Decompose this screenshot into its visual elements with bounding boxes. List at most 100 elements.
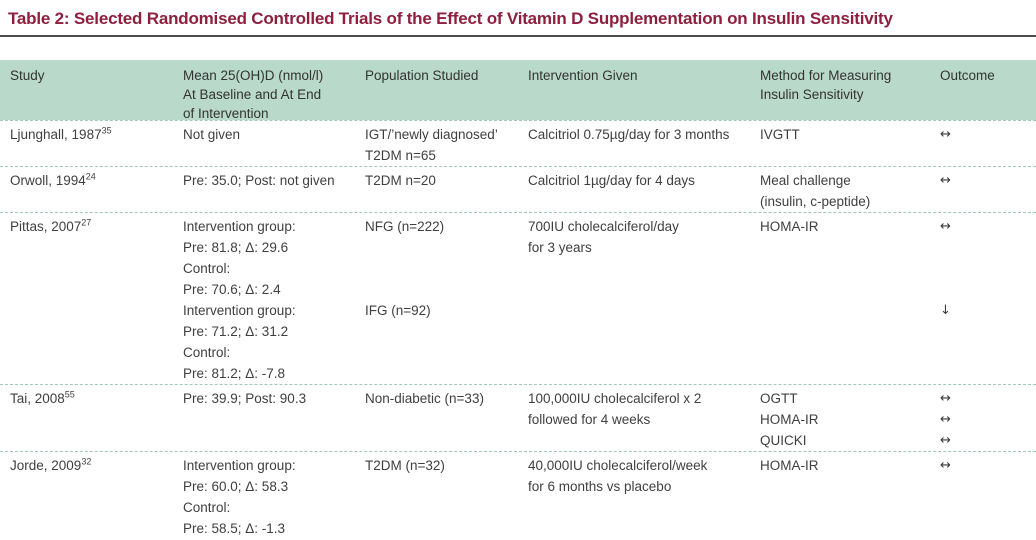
no-change-arrow-icon: ↔ xyxy=(940,433,951,448)
text-line: of Intervention xyxy=(183,106,269,121)
text-line: Control: xyxy=(183,261,231,276)
title-rule xyxy=(0,35,1036,37)
cell-study: Ljunghall, 198735 xyxy=(10,124,183,166)
reference-superscript: 24 xyxy=(85,171,96,182)
table-body: Ljunghall, 198735 Not given IGT/’newly dia… xyxy=(0,120,1036,539)
text-line: for 3 years xyxy=(528,240,592,255)
reference-superscript: 35 xyxy=(101,125,112,136)
cell-intervention: Calcitriol 0.75µg/day for 3 months xyxy=(528,124,760,166)
no-change-arrow-icon: ↔ xyxy=(940,173,951,188)
study-label: Orwoll, 199424 xyxy=(10,171,96,188)
text-line: Study xyxy=(10,68,45,83)
cell-mean: Intervention group: Pre: 81.8; Δ: 29.6 Con… xyxy=(183,216,365,384)
header-cell-population: Population Studied xyxy=(365,66,528,120)
cell-method: OGTT HOMA-IR QUICKI xyxy=(760,388,933,451)
cell-outcome: ↔ xyxy=(933,455,1036,539)
text-line: Calcitriol 1µg/day for 4 days xyxy=(528,173,695,188)
text-line: IGT/’newly diagnosed’ xyxy=(365,127,498,142)
text-line: Pre: 81.2; Δ: -7.8 xyxy=(183,366,286,381)
text-line xyxy=(365,258,518,279)
no-change-arrow-icon: ↔ xyxy=(940,219,951,234)
study-label: Pittas, 200727 xyxy=(10,217,92,234)
header-cell-intervention: Intervention Given xyxy=(528,66,760,120)
text-line: HOMA-IR xyxy=(760,458,819,473)
no-change-arrow-icon: ↔ xyxy=(940,391,951,406)
text-line xyxy=(365,237,518,258)
text-line: Pre: 39.9; Post: 90.3 xyxy=(183,391,307,406)
text-line: T2DM n=20 xyxy=(365,173,436,188)
cell-method: HOMA-IR xyxy=(760,216,933,384)
cell-mean: Not given xyxy=(183,124,365,166)
text-line: Calcitriol 0.75µg/day for 3 months xyxy=(528,127,730,142)
text-line: Intervention group: xyxy=(183,303,296,318)
study-label: Jorde, 200932 xyxy=(10,456,92,473)
text-line: Pre: 58.5; Δ: -1.3 xyxy=(183,521,286,536)
text-line: Not given xyxy=(183,127,241,142)
study-label: Ljunghall, 198735 xyxy=(10,125,112,142)
text-line: IFG (n=92) xyxy=(365,303,431,318)
study-label: Tai, 200855 xyxy=(10,389,75,406)
table-figure: Table 2: Selected Randomised Controlled … xyxy=(0,9,1036,539)
text-line: QUICKI xyxy=(760,433,807,448)
text-line: 40,000IU cholecalciferol/week xyxy=(528,458,708,473)
cell-intervention: 100,000IU cholecalciferol x 2 followed fo… xyxy=(528,388,760,451)
text-line: IVGTT xyxy=(760,127,800,142)
text-line: Pre: 71.2; Δ: 31.2 xyxy=(183,324,289,339)
text-line: Meal challenge xyxy=(760,173,851,188)
text-line: followed for 4 weeks xyxy=(528,412,651,427)
text-line: Outcome xyxy=(940,68,995,83)
cell-study: Jorde, 200932 xyxy=(10,455,183,539)
text-line: 100,000IU cholecalciferol x 2 xyxy=(528,391,702,406)
header-cell-outcome: Outcome xyxy=(933,66,1036,120)
text-line: OGTT xyxy=(760,391,798,406)
cell-mean: Pre: 35.0; Post: not given xyxy=(183,170,365,212)
text-line: (insulin, c-peptide) xyxy=(760,194,871,209)
text-line: Pre: 35.0; Post: not given xyxy=(183,173,335,188)
text-line: NFG (n=222) xyxy=(365,219,445,234)
cell-method: IVGTT xyxy=(760,124,933,166)
table-row: Ljunghall, 198735 Not given IGT/’newly dia… xyxy=(0,120,1036,166)
text-line xyxy=(365,279,518,300)
no-change-arrow-icon: ↔ xyxy=(940,458,951,473)
text-line: Control: xyxy=(183,345,231,360)
text-line: Pre: 60.0; Δ: 58.3 xyxy=(183,479,289,494)
cell-method: HOMA-IR xyxy=(760,455,933,539)
text-line xyxy=(940,279,1026,300)
text-line: Non-diabetic (n=33) xyxy=(365,391,484,406)
cell-mean: Pre: 39.9; Post: 90.3 xyxy=(183,388,365,451)
cell-outcome: ↔ ↔ ↔ xyxy=(933,388,1036,451)
text-line: Intervention group: xyxy=(183,219,296,234)
text-line: Intervention group: xyxy=(183,458,296,473)
text-line: Insulin Sensitivity xyxy=(760,87,864,102)
cell-study: Pittas, 200727 xyxy=(10,216,183,384)
cell-intervention: Calcitriol 1µg/day for 4 days xyxy=(528,170,760,212)
table-title: Table 2: Selected Randomised Controlled … xyxy=(8,9,893,28)
text-line: Pre: 70.6; Δ: 2.4 xyxy=(183,282,281,297)
header-cell-mean: Mean 25(OH)D (nmol/l) At Baseline and At … xyxy=(183,66,365,121)
text-line: At Baseline and At End xyxy=(183,87,322,102)
text-line: Control: xyxy=(183,500,231,515)
reference-superscript: 55 xyxy=(64,389,75,400)
cell-intervention: 40,000IU cholecalciferol/week for 6 month… xyxy=(528,455,760,539)
text-line: 700IU cholecalciferol/day xyxy=(528,219,679,234)
text-line: for 6 months vs placebo xyxy=(528,479,672,494)
table-header-row: Study Mean 25(OH)D (nmol/l) At Baseline an… xyxy=(0,60,1036,121)
text-line: Population Studied xyxy=(365,68,479,83)
header-cell-study: Study xyxy=(10,66,183,120)
cell-study: Tai, 200855 xyxy=(10,388,183,451)
cell-outcome: ↔ xyxy=(933,124,1036,166)
data-table: Study Mean 25(OH)D (nmol/l) At Baseline an… xyxy=(0,60,1036,539)
table-row: Orwoll, 199424 Pre: 35.0; Post: not given… xyxy=(0,166,1036,212)
text-line: T2DM (n=32) xyxy=(365,458,445,473)
table-row: Jorde, 200932 Intervention group: Pre: 60.… xyxy=(0,451,1036,539)
cell-population: Non-diabetic (n=33) xyxy=(365,388,528,451)
text-line xyxy=(940,258,1026,279)
text-line: Method for Measuring xyxy=(760,68,892,83)
cell-outcome: ↔ ↓ xyxy=(933,216,1036,384)
text-line: Pre: 81.8; Δ: 29.6 xyxy=(183,240,289,255)
reference-superscript: 32 xyxy=(81,456,92,467)
cell-mean: Intervention group: Pre: 60.0; Δ: 58.3 Con… xyxy=(183,455,365,539)
reference-superscript: 27 xyxy=(81,217,92,228)
table-row: Pittas, 200727 Intervention group: Pre: 81… xyxy=(0,212,1036,384)
text-line: Intervention Given xyxy=(528,68,638,83)
